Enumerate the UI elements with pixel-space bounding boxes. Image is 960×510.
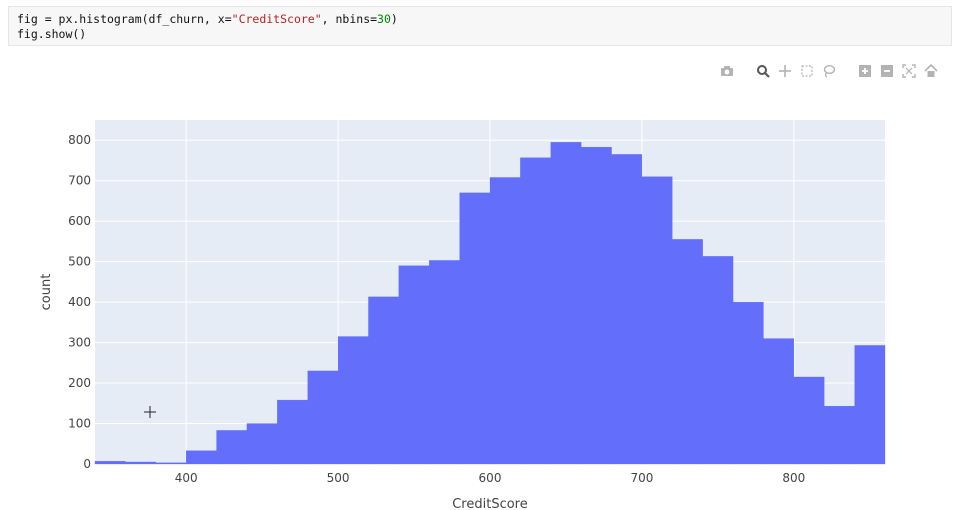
y-tick-label: 600: [68, 214, 91, 228]
box-select-icon[interactable]: [798, 62, 816, 80]
x-axis-title: CreditScore: [452, 497, 528, 510]
histogram-bar[interactable]: [216, 430, 248, 465]
histogram-bar[interactable]: [459, 192, 491, 465]
histogram-bar[interactable]: [186, 450, 217, 465]
pan-icon[interactable]: [776, 62, 794, 80]
histogram-bar[interactable]: [368, 296, 399, 465]
y-axis-title: count: [39, 274, 54, 311]
x-tick-label: 500: [327, 471, 350, 485]
chart-area[interactable]: 400 500 600 700 800 0 100 200 300 400 500 600 700 80…: [0, 88, 960, 510]
x-tick-label: 800: [782, 471, 805, 485]
code-token: 30: [377, 12, 391, 26]
crosshair-cursor-icon: [144, 406, 156, 418]
x-tick-labels: 400 500 600 700 800: [175, 471, 806, 485]
code-token: "CreditScore": [231, 12, 322, 26]
histogram-bar[interactable]: [429, 260, 460, 465]
histogram-bar[interactable]: [307, 370, 339, 465]
y-tick-label: 800: [68, 133, 91, 147]
autoscale-icon[interactable]: [900, 62, 918, 80]
plotly-modebar: [718, 62, 960, 80]
x-tick-label: 600: [479, 471, 502, 485]
histogram-bar[interactable]: [824, 405, 855, 465]
histogram-bar[interactable]: [277, 399, 308, 465]
histogram-bar[interactable]: [854, 345, 886, 465]
y-tick-label: 300: [68, 336, 91, 350]
y-tick-label: 700: [68, 174, 91, 188]
histogram-bar[interactable]: [520, 157, 551, 465]
reset-axes-icon[interactable]: [922, 62, 940, 80]
histogram-bar[interactable]: [732, 301, 764, 465]
camera-icon[interactable]: [718, 62, 736, 80]
histogram-bar[interactable]: [337, 336, 369, 465]
histogram-bar[interactable]: [641, 176, 673, 465]
zoom-out-icon[interactable]: [878, 62, 896, 80]
code-token: , nbins=: [321, 12, 378, 26]
y-tick-label: 100: [68, 417, 91, 431]
histogram-bar[interactable]: [246, 423, 278, 465]
y-tick-label: 400: [68, 295, 91, 309]
bars: [94, 142, 886, 465]
y-tick-labels: 0 100 200 300 400 500 600 700 800: [68, 133, 91, 471]
code-line-1: fig = px.histogram(df_churn, x="CreditSc…: [17, 12, 943, 27]
histogram-bar[interactable]: [155, 462, 187, 465]
code-cell[interactable]: fig = px.histogram(df_churn, x="CreditSc…: [8, 6, 952, 46]
histogram-bar[interactable]: [611, 154, 643, 465]
y-tick-label: 0: [83, 457, 91, 471]
histogram-bar[interactable]: [793, 376, 825, 465]
zoom-icon[interactable]: [754, 62, 772, 80]
y-tick-label: 500: [68, 255, 91, 269]
zoom-in-icon[interactable]: [856, 62, 874, 80]
code-token: ): [390, 12, 398, 26]
histogram-bar[interactable]: [672, 239, 703, 465]
histogram-bar[interactable]: [489, 177, 521, 465]
histogram-chart[interactable]: 400 500 600 700 800 0 100 200 300 400 500 600 700 80…: [0, 88, 960, 510]
y-tick-label: 200: [68, 376, 91, 390]
histogram-bar[interactable]: [581, 146, 612, 465]
code-token: fig = px.histogram(df_churn, x=: [17, 12, 232, 26]
lasso-icon[interactable]: [820, 62, 838, 80]
histogram-bar[interactable]: [125, 461, 156, 465]
histogram-bar[interactable]: [398, 265, 430, 465]
histogram-bar[interactable]: [94, 461, 126, 465]
x-tick-label: 400: [175, 471, 198, 485]
x-tick-label: 700: [630, 471, 653, 485]
histogram-bar[interactable]: [550, 142, 582, 465]
code-line-2: fig.show(): [17, 27, 87, 41]
histogram-bar[interactable]: [702, 256, 734, 465]
histogram-bar[interactable]: [763, 338, 794, 465]
